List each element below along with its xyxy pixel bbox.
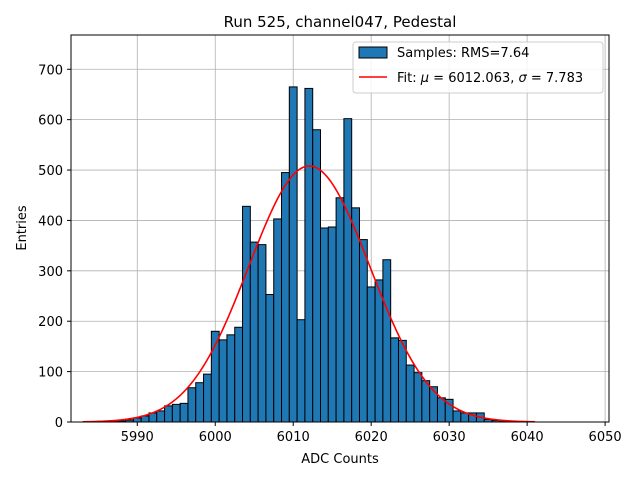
- y-tick-label: 100: [38, 366, 63, 381]
- histogram-bar: [234, 326, 244, 423]
- histogram-bar: [304, 87, 314, 423]
- histogram-bar: [281, 172, 290, 423]
- y-tick-label: 500: [38, 164, 63, 179]
- histogram-bar: [164, 405, 173, 423]
- legend-label-samples: Samples: RMS=7.64: [397, 46, 529, 61]
- x-tick-label: 5990: [121, 430, 154, 445]
- y-tick-label: 300: [38, 265, 63, 280]
- x-tick-label: 6020: [355, 430, 388, 445]
- histogram-bar: [296, 319, 306, 423]
- histogram-bar: [374, 279, 384, 423]
- histogram-bar: [195, 382, 205, 423]
- histogram-bar: [218, 339, 228, 423]
- histogram-bar: [327, 226, 337, 423]
- histogram-bar: [358, 239, 368, 423]
- histogram-bar: [171, 403, 181, 423]
- x-tick-label: 6010: [277, 430, 310, 445]
- x-axis-label: ADC Counts: [301, 452, 379, 467]
- histogram-bar: [187, 387, 197, 423]
- histogram-bar: [257, 244, 267, 423]
- histogram-bar: [312, 129, 322, 423]
- legend-frame: [352, 41, 604, 94]
- legend-label-fit: Fit: μ = 6012.063, σ = 7.783: [397, 71, 583, 86]
- legend-fit-mu-value: = 6012.063,: [429, 71, 518, 86]
- histogram-bar: [343, 118, 353, 423]
- histogram-bar: [397, 339, 407, 423]
- legend-fit-prefix: Fit:: [397, 71, 421, 86]
- x-tick-label: 6040: [511, 430, 544, 445]
- histogram-bar: [249, 241, 259, 423]
- legend: Samples: RMS=7.64 Fit: μ = 6012.063, σ =…: [352, 41, 604, 94]
- y-tick-label: 0: [55, 416, 63, 431]
- plot-frame: [70, 34, 610, 423]
- histogram-bar: [242, 205, 251, 423]
- histogram-bar: [421, 380, 431, 423]
- histogram-bar: [265, 294, 275, 423]
- histogram-bar: [429, 386, 438, 423]
- histogram-bar: [351, 207, 360, 423]
- x-axis-ticks: 5990 6000 6010 6020 6030 6040 6050: [121, 422, 622, 445]
- histogram-bar: [452, 410, 462, 423]
- y-tick-label: 400: [38, 214, 63, 229]
- y-axis-label: Entries: [15, 205, 30, 251]
- histogram-bar: [405, 364, 415, 423]
- x-tick-label: 6000: [199, 430, 232, 445]
- legend-swatch-samples: [358, 46, 388, 59]
- histogram-bar: [156, 410, 166, 423]
- histogram-bar: [179, 402, 189, 423]
- y-tick-label: 200: [38, 315, 63, 330]
- legend-fit-mu-symbol: μ: [420, 71, 429, 86]
- histogram-bar: [288, 86, 298, 423]
- histogram-bar: [226, 334, 236, 423]
- y-axis-ticks: 0 100 200 300 400 500 600 700: [38, 63, 71, 431]
- histogram-bar: [382, 259, 392, 423]
- histogram-bar: [203, 373, 212, 423]
- histogram-bar: [320, 227, 329, 423]
- fit-curve: [82, 165, 535, 423]
- histogram-bar: [413, 372, 423, 423]
- x-tick-label: 6050: [589, 430, 622, 445]
- chart-title: Run 525, channel047, Pedestal: [224, 13, 457, 31]
- histogram-bar: [390, 337, 399, 423]
- histogram-bar: [273, 218, 283, 423]
- histogram-bar: [436, 397, 446, 423]
- histogram-bar: [460, 412, 470, 423]
- y-tick-label: 700: [38, 63, 63, 78]
- y-tick-label: 600: [38, 114, 63, 129]
- legend-fit-sigma-symbol: σ: [519, 71, 528, 86]
- x-tick-label: 6030: [433, 430, 466, 445]
- histogram-bar: [335, 197, 345, 423]
- legend-fit-sigma-value: = 7.783: [527, 71, 583, 86]
- histogram-bar: [366, 286, 376, 423]
